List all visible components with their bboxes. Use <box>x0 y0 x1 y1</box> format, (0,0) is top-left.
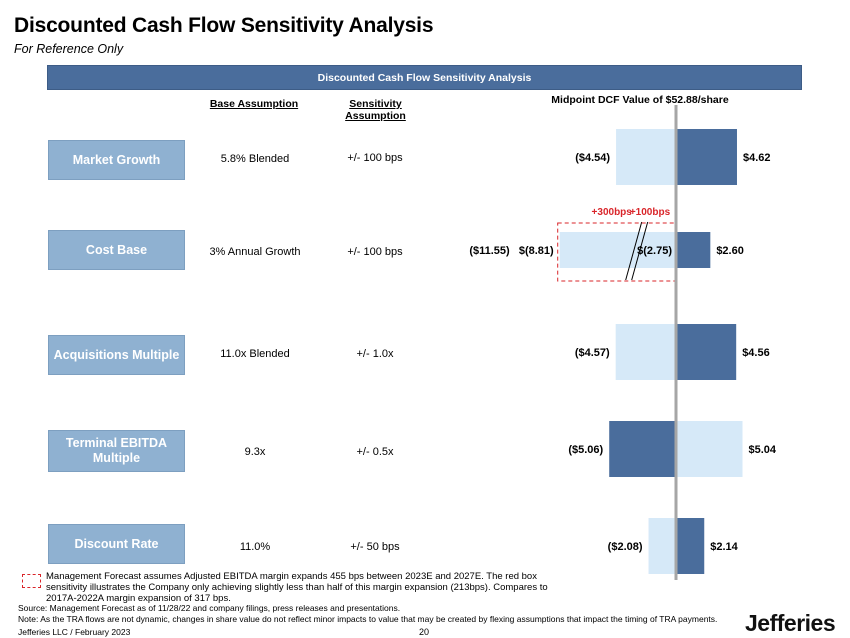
base-discount-rate: 11.0% <box>239 541 271 553</box>
label-upside-acquisitions-multiple: $4.56 <box>742 347 770 359</box>
bar-upside-cost-base <box>676 232 711 268</box>
label-downside-terminal-ebitda-multiple: ($5.06) <box>568 444 603 456</box>
row-label-cost-base: Cost Base <box>48 230 185 270</box>
label-downside-discount-rate: ($2.08) <box>608 541 643 553</box>
tag-plus300bps: +300bps <box>592 207 633 218</box>
base-acquisitions-multiple: 11.0x Blended <box>220 348 290 360</box>
base-terminal-ebitda-multiple: 9.3x <box>244 446 266 458</box>
section-banner: Discounted Cash Flow Sensitivity Analysi… <box>47 65 802 90</box>
bar-upside-acquisitions-multiple <box>676 324 737 380</box>
source-note: Source: Management Forecast as of 11/28/… <box>18 603 401 613</box>
row-label-acquisitions-multiple: Acquisitions Multiple <box>48 335 185 375</box>
page-title: Discounted Cash Flow Sensitivity Analysi… <box>14 14 434 37</box>
sensitivity-cost-base: +/- 100 bps <box>347 246 403 258</box>
bar-downside-cost-base <box>559 232 676 268</box>
label-upside-market-growth: $4.62 <box>743 152 771 164</box>
footnote: Management Forecast assumes Adjusted EBI… <box>46 571 548 604</box>
base-cost-base: 3% Annual Growth <box>209 246 301 258</box>
red-dashed-box <box>557 222 677 282</box>
label-cost-base-plus100: $(2.75) <box>637 245 672 257</box>
row-label-market-growth: Market Growth <box>48 140 185 180</box>
bar-downside-terminal-ebitda-multiple <box>609 421 676 477</box>
base-assumption-header: Base Assumption <box>209 98 299 110</box>
label-downside-cost-base: $(8.81) <box>519 245 554 257</box>
red-box-legend-icon <box>22 574 41 588</box>
label-downside-acquisitions-multiple: ($4.57) <box>575 347 610 359</box>
row-label-discount-rate: Discount Rate <box>48 524 185 564</box>
sensitivity-assumption-header: Sensitivity Assumption <box>345 98 406 122</box>
page-number: 20 <box>419 627 430 637</box>
break-line-1 <box>625 221 643 281</box>
footer-company-date: Jefferies LLC / February 2023 <box>18 627 131 637</box>
sensitivity-acquisitions-multiple: +/- 1.0x <box>356 348 394 360</box>
tra-note: Note: As the TRA flows are not dynamic, … <box>18 614 718 624</box>
label-upside-cost-base: $2.60 <box>716 245 744 257</box>
bar-downside-market-growth <box>616 129 676 185</box>
break-line-2 <box>631 221 649 281</box>
chart-title: Midpoint DCF Value of $52.88/share <box>551 94 729 106</box>
sensitivity-terminal-ebitda-multiple: +/- 0.5x <box>356 446 394 458</box>
label-downside-market-growth: ($4.54) <box>575 152 610 164</box>
base-market-growth: 5.8% Blended <box>220 153 290 165</box>
label-upside-discount-rate: $2.14 <box>710 541 738 553</box>
page-subtitle: For Reference Only <box>14 42 124 56</box>
bar-upside-market-growth <box>676 129 737 185</box>
bar-downside-discount-rate <box>648 518 676 574</box>
tag-plus100bps: +100bps <box>630 207 671 218</box>
jefferies-logo: Jefferies <box>745 610 836 636</box>
sensitivity-market-growth: +/- 100 bps <box>347 152 403 164</box>
label-cost-base-outside: ($11.55) <box>469 245 510 257</box>
bar-upside-discount-rate <box>676 518 705 574</box>
bar-upside-terminal-ebitda-multiple <box>676 421 743 477</box>
sensitivity-discount-rate: +/- 50 bps <box>350 541 400 553</box>
row-label-terminal-ebitda-multiple: Terminal EBITDA Multiple <box>48 430 185 472</box>
bar-downside-acquisitions-multiple <box>615 324 676 380</box>
label-upside-terminal-ebitda-multiple: $5.04 <box>749 444 777 456</box>
